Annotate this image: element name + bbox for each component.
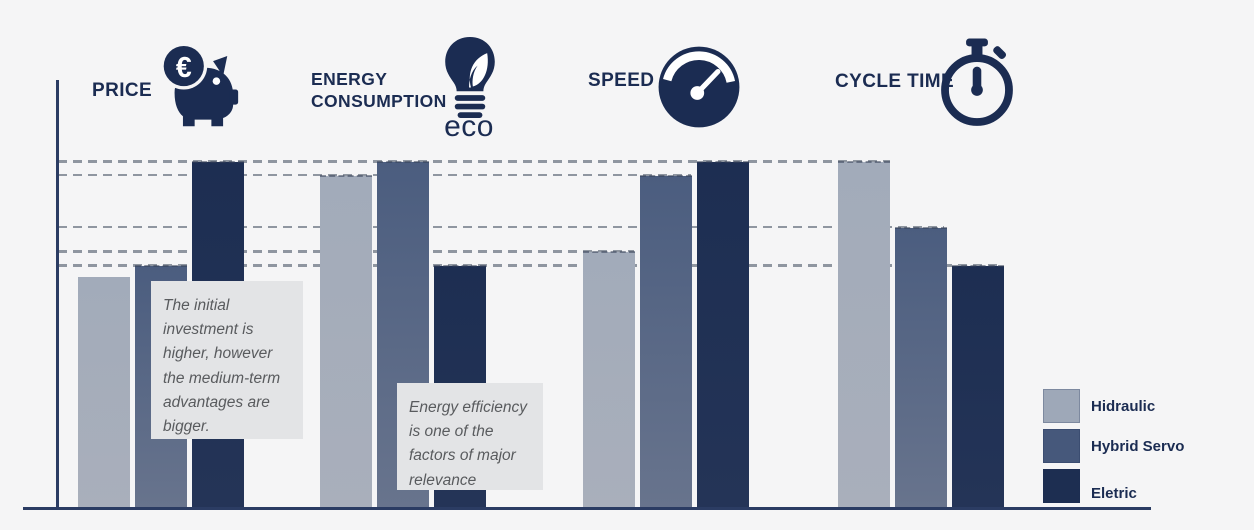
gridline-level-100 xyxy=(58,160,890,163)
bar-speed-hybrid-servo xyxy=(640,174,692,509)
legend-swatch xyxy=(1043,469,1080,503)
bar-speed-eletric xyxy=(697,161,749,509)
speedometer-icon xyxy=(658,46,740,128)
legend-swatch xyxy=(1043,429,1080,463)
annotation-energy-note: Energy efficiency is one of the factors … xyxy=(397,383,543,490)
gridline-level-70 xyxy=(58,264,1002,267)
legend-item-hybrid-servo: Hybrid Servo xyxy=(1043,429,1184,463)
eco-lightbulb-icon xyxy=(445,36,495,118)
eco-caption: eco xyxy=(444,110,494,143)
svg-text:€: € xyxy=(176,52,192,84)
legend-swatch xyxy=(1043,389,1080,423)
bar-cycle-time-hidraulic xyxy=(838,161,890,509)
group-title-speed: SPEED xyxy=(588,70,655,91)
gridline-level-81 xyxy=(58,225,944,229)
piggy-bank-euro-icon: € xyxy=(160,42,239,127)
group-title-price: PRICE xyxy=(92,80,153,101)
chart-legend: Hidraulic Hybrid Servo Eletric xyxy=(1043,389,1184,503)
group-title-cycle-time: CYCLE TIME xyxy=(835,71,955,92)
annotation-price-note: The initial investment is higher, howeve… xyxy=(151,281,303,439)
legend-label: Eletric xyxy=(1091,485,1137,502)
bar-cycle-time-hybrid-servo xyxy=(895,226,947,509)
bar-price-hidraulic xyxy=(78,276,130,509)
bar-speed-hidraulic xyxy=(583,251,635,509)
legend-label: Hidraulic xyxy=(1091,397,1156,415)
x-axis-baseline xyxy=(23,507,1151,510)
legend-label: Hybrid Servo xyxy=(1091,437,1185,455)
bar-cycle-time-eletric xyxy=(952,265,1004,509)
legend-item-eletric: Eletric xyxy=(1043,469,1184,503)
y-axis-line xyxy=(56,80,59,509)
group-title-energy-consumption: ENERGY CONSUMPTION xyxy=(311,69,447,112)
legend-item-hidraulic: Hidraulic xyxy=(1043,389,1184,423)
gridline-level-96 xyxy=(58,173,691,177)
bar-energy-consumption-hidraulic xyxy=(320,174,372,509)
stopwatch-icon xyxy=(941,38,1013,126)
